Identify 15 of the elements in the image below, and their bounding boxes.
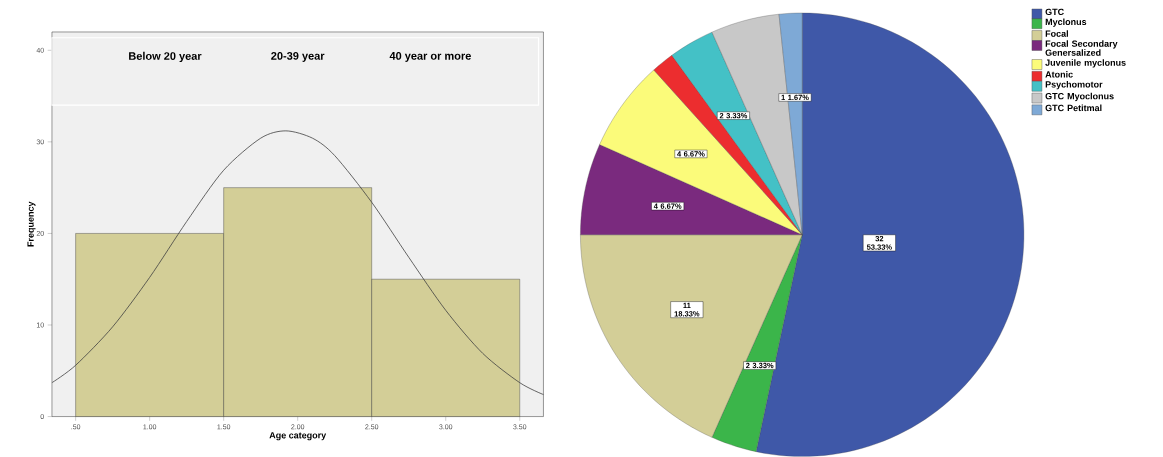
y-axis-title: Frequency xyxy=(27,201,36,247)
legend-label: Atonic xyxy=(1045,71,1073,78)
legend-label: Juvenile myclonus xyxy=(1045,59,1126,68)
legend-label: Psychomotor xyxy=(1045,81,1103,90)
annotation: Below 20 year xyxy=(129,52,202,63)
legend-label: GTC xyxy=(1045,8,1064,16)
legend-label: Focal xyxy=(1045,30,1068,37)
annotation: 40 year or more xyxy=(389,52,471,63)
line-series xyxy=(51,130,544,396)
legend-label: Myclonus xyxy=(1045,18,1087,27)
legend-label: GTC Petitmal xyxy=(1045,104,1102,112)
annotation: 20-39 year xyxy=(271,52,325,63)
legend-label: GTC Myoclonus xyxy=(1045,92,1114,102)
x-axis-title: Age category xyxy=(269,432,327,441)
legend-label: Focal Secondary Genersalized xyxy=(1045,40,1118,56)
